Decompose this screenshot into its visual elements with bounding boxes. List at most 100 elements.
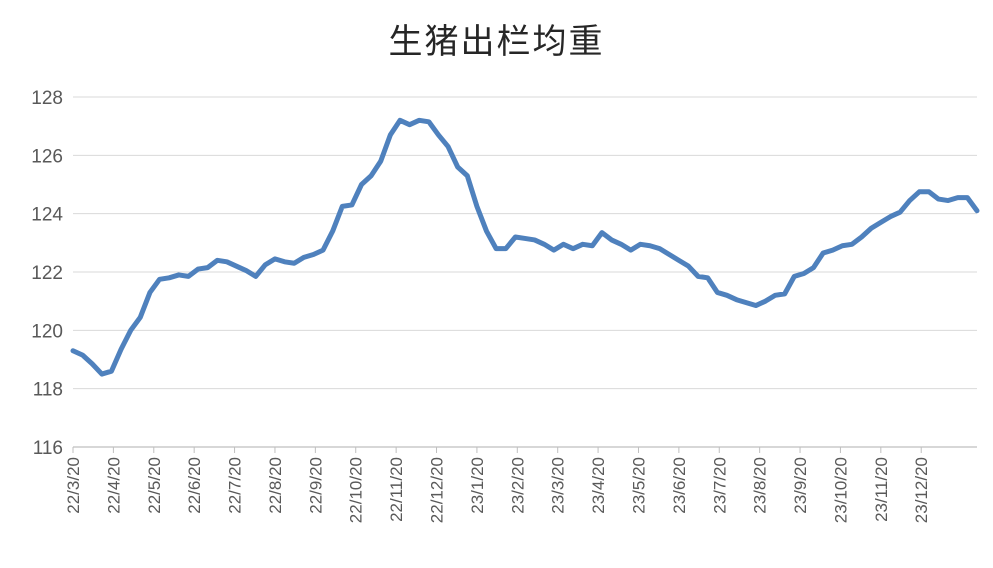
data-point bbox=[571, 247, 575, 250]
x-tick-label: 23/7/20 bbox=[710, 457, 729, 514]
data-point bbox=[264, 263, 267, 266]
data-point bbox=[244, 269, 248, 272]
data-point bbox=[918, 190, 921, 193]
data-point bbox=[187, 275, 190, 278]
x-tick-label: 23/4/20 bbox=[589, 457, 608, 514]
x-tick-label: 23/10/20 bbox=[831, 457, 850, 523]
data-point bbox=[879, 221, 883, 224]
data-point bbox=[321, 248, 325, 252]
series-layer bbox=[70, 117, 980, 377]
x-tick-label: 23/2/20 bbox=[508, 457, 527, 514]
data-point bbox=[870, 227, 873, 230]
y-tick-label: 126 bbox=[31, 146, 63, 167]
data-point bbox=[167, 276, 171, 280]
data-point bbox=[648, 244, 652, 247]
data-point bbox=[235, 264, 238, 268]
data-point bbox=[966, 196, 969, 199]
data-point bbox=[677, 259, 681, 262]
data-point bbox=[696, 275, 700, 278]
x-tick-label: 23/8/20 bbox=[751, 457, 770, 514]
data-point bbox=[504, 247, 507, 250]
data-point bbox=[437, 133, 440, 137]
data-point bbox=[341, 205, 344, 208]
data-point bbox=[312, 253, 315, 256]
series-line bbox=[70, 117, 980, 377]
data-point bbox=[619, 243, 623, 246]
x-tick-labels: 22/3/20 22/4/20 22/5/20 22/6/20 22/7/20 22/8/… bbox=[64, 457, 931, 523]
data-point bbox=[898, 211, 902, 214]
data-point bbox=[735, 298, 738, 301]
data-point bbox=[129, 329, 132, 332]
x-tick-label: 23/1/20 bbox=[468, 457, 487, 514]
x-tick-label: 22/9/20 bbox=[306, 457, 325, 514]
data-point bbox=[148, 291, 152, 294]
data-point bbox=[533, 238, 536, 242]
y-tick-label: 124 bbox=[31, 205, 63, 226]
data-point bbox=[946, 199, 950, 202]
x-tick-label: 22/3/20 bbox=[64, 457, 83, 514]
data-point bbox=[706, 276, 709, 280]
data-point bbox=[562, 243, 565, 246]
x-tick-label: 23/5/20 bbox=[629, 457, 648, 514]
x-axis bbox=[72, 446, 977, 453]
data-point bbox=[139, 316, 142, 319]
data-point bbox=[543, 243, 546, 246]
data-point bbox=[119, 348, 123, 351]
data-point bbox=[793, 275, 796, 278]
data-point bbox=[475, 205, 479, 208]
data-point bbox=[100, 372, 104, 376]
data-point bbox=[754, 304, 758, 307]
y-tick-label: 116 bbox=[33, 438, 63, 459]
x-tick-label: 22/10/20 bbox=[347, 457, 366, 523]
x-tick-label: 22/7/20 bbox=[226, 457, 245, 514]
data-point bbox=[427, 120, 431, 123]
data-point bbox=[552, 248, 556, 252]
data-point bbox=[956, 196, 959, 199]
x-tick-label: 23/6/20 bbox=[670, 457, 689, 514]
x-tick-label: 23/11/20 bbox=[872, 457, 891, 522]
data-point bbox=[591, 244, 594, 247]
data-point bbox=[773, 294, 777, 297]
data-point bbox=[802, 272, 806, 275]
data-point bbox=[398, 119, 402, 122]
data-point bbox=[908, 199, 911, 202]
data-point bbox=[254, 275, 257, 278]
data-point bbox=[927, 190, 931, 193]
data-point bbox=[302, 256, 306, 259]
x-tick-label: 22/5/20 bbox=[145, 457, 164, 514]
data-point bbox=[716, 291, 719, 294]
x-tick-label: 22/6/20 bbox=[185, 457, 204, 514]
data-point bbox=[456, 165, 459, 169]
data-point bbox=[975, 209, 979, 212]
data-point bbox=[860, 235, 863, 239]
data-point bbox=[350, 203, 354, 207]
data-point bbox=[418, 119, 421, 122]
data-point bbox=[764, 299, 767, 303]
data-point bbox=[331, 229, 334, 233]
y-tick-label: 118 bbox=[33, 380, 63, 401]
gridlines bbox=[73, 96, 977, 390]
x-tick-label: 23/3/20 bbox=[549, 457, 568, 514]
data-point bbox=[841, 244, 844, 247]
data-point bbox=[494, 247, 498, 250]
data-point bbox=[783, 292, 786, 296]
y-axis: 116 118 120 122 124 126 128 bbox=[31, 88, 63, 459]
data-point bbox=[514, 235, 517, 239]
data-point bbox=[687, 264, 690, 268]
data-point bbox=[600, 231, 604, 234]
data-point bbox=[379, 159, 382, 163]
data-point bbox=[725, 294, 729, 297]
data-point bbox=[71, 349, 75, 352]
data-point bbox=[158, 278, 161, 281]
x-tick-label: 23/12/20 bbox=[912, 457, 931, 523]
data-point bbox=[639, 243, 642, 246]
data-point bbox=[581, 243, 584, 246]
data-point bbox=[744, 301, 748, 304]
x-tick-label: 22/4/20 bbox=[104, 457, 123, 514]
y-tick-label: 128 bbox=[31, 88, 63, 109]
data-point bbox=[196, 267, 200, 271]
data-point bbox=[658, 247, 661, 250]
y-tick-label: 122 bbox=[31, 263, 63, 284]
